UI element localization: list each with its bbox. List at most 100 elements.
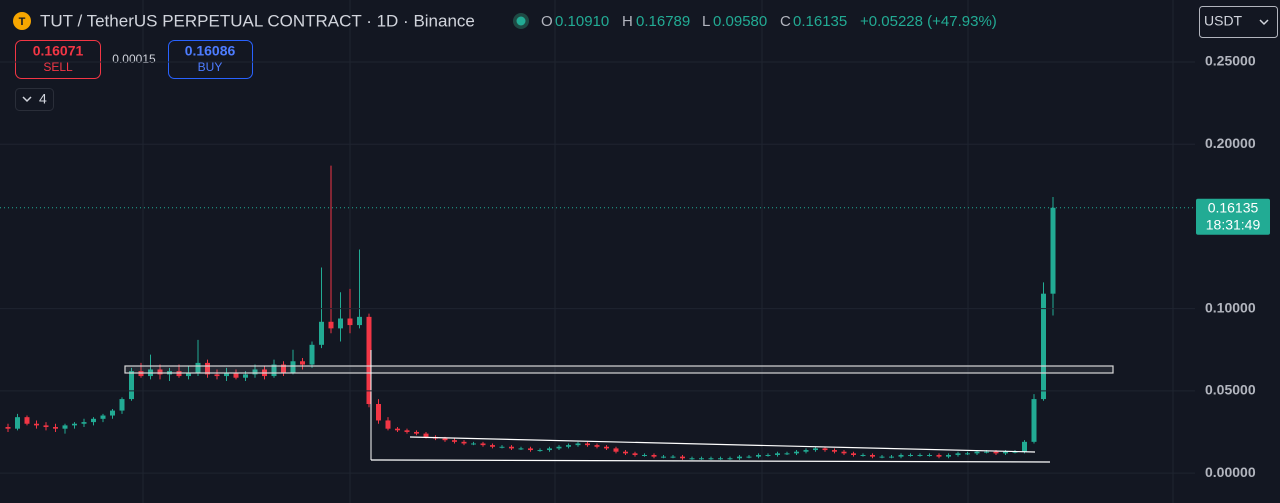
candle-body (423, 433, 429, 437)
candle-body (357, 316, 362, 326)
candle-body (832, 450, 837, 452)
candle-body (661, 456, 666, 458)
candle-body (271, 364, 277, 377)
candle-body (243, 374, 248, 378)
candle-body (898, 454, 904, 457)
candle-body (965, 453, 970, 455)
sell-button[interactable] (15, 40, 101, 79)
coin-icon (13, 12, 31, 30)
candle-body (623, 451, 628, 454)
candle-body (518, 448, 524, 450)
zone-rectangle (124, 365, 1114, 374)
candle-body (528, 448, 533, 451)
candle-body (889, 456, 894, 458)
candle-body (908, 454, 913, 456)
candle-body (110, 410, 115, 416)
candle-body (414, 431, 419, 434)
candle-body (233, 372, 239, 378)
candle-body (803, 450, 809, 452)
currency-label: USDT (1204, 13, 1243, 29)
candle-body (794, 451, 799, 454)
buy-price: 0.16086 (185, 43, 236, 59)
candle-body (452, 440, 457, 442)
candle-body (927, 454, 932, 456)
candle-body (91, 418, 96, 423)
candle-body (72, 423, 77, 426)
candle-body (471, 443, 476, 445)
candle-body (547, 448, 552, 451)
y-tick-label: 0.20000 (1205, 135, 1256, 151)
candle-body (642, 454, 647, 456)
candle-body (822, 448, 828, 451)
candle-body (1031, 399, 1037, 442)
candle-body (1022, 441, 1027, 452)
candle-body (1041, 293, 1046, 400)
indicators-count: 4 (39, 91, 47, 107)
candle-body (585, 443, 590, 446)
candle-body (860, 454, 866, 456)
candle-body (1003, 451, 1008, 454)
candle-body (1050, 207, 1056, 294)
candle-body (813, 448, 818, 451)
buy-label: BUY (198, 60, 223, 74)
candle-body (775, 453, 780, 455)
last-price-tag (1196, 198, 1270, 235)
candle-body (15, 417, 20, 429)
ohlc-label: C (780, 13, 791, 30)
candle-body (366, 316, 372, 405)
candle-body (300, 361, 305, 365)
candle-body (43, 425, 49, 428)
chevron-icon (22, 96, 32, 103)
candle-body (338, 318, 343, 329)
indicators-toggle[interactable] (15, 88, 54, 111)
candle-body (727, 458, 733, 460)
candle-body (81, 422, 87, 424)
candle-body (566, 445, 571, 447)
candle-body (157, 369, 163, 375)
candle-body (490, 445, 495, 447)
ohlc-value: 0.09580 (713, 13, 767, 30)
sell-label: SELL (43, 60, 73, 74)
candle-body (62, 425, 68, 429)
candle-body (119, 399, 125, 411)
candle-body (946, 454, 951, 457)
candle-body (784, 453, 790, 455)
y-tick-label: 0.05000 (1205, 382, 1256, 398)
candle-body (281, 364, 286, 373)
candle-body (404, 430, 410, 432)
candle-body (100, 415, 106, 419)
ohlc-value: 0.16135 (793, 13, 847, 30)
candle-body (395, 428, 400, 431)
candle-body (385, 420, 391, 429)
symbol-title: TUT / TetherUS PERPETUAL CONTRACT · 1D ·… (40, 11, 475, 30)
ohlc-label: L (702, 13, 710, 30)
candle-body (499, 446, 505, 448)
candles (5, 165, 1056, 460)
candle-body (699, 458, 704, 460)
candle-body (556, 446, 562, 449)
candle-body (53, 427, 58, 429)
candle-body (328, 321, 334, 329)
candle-body (309, 344, 315, 365)
candle-body (708, 458, 714, 460)
status-dot (516, 16, 526, 26)
sell-price: 0.16071 (33, 43, 84, 59)
last-price-label: 0.16135 (1208, 199, 1259, 215)
candle-body (537, 450, 543, 452)
ohlc-label: O (541, 13, 553, 30)
candle-body (205, 362, 210, 375)
currency-select[interactable] (1199, 6, 1278, 38)
candle-body (680, 456, 685, 459)
candle-body (879, 456, 885, 458)
candle-body (214, 374, 220, 377)
buy-button[interactable] (168, 40, 253, 79)
candle-body (936, 454, 942, 457)
ohlc-label: H (622, 13, 633, 30)
candle-body (984, 451, 989, 453)
trend-line (409, 436, 1036, 453)
candle-body (129, 371, 134, 400)
candle-body (461, 441, 467, 444)
candle-body (851, 453, 856, 455)
